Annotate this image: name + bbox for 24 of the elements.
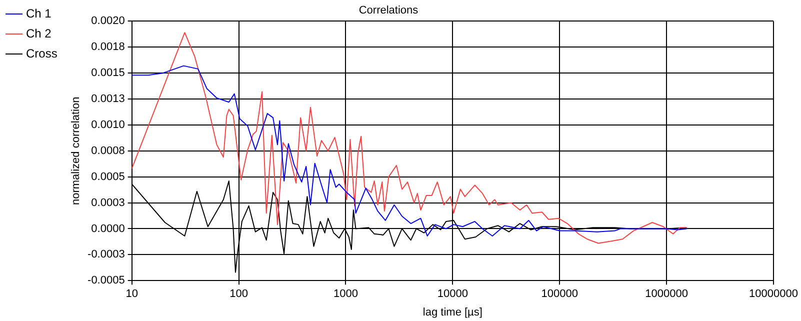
y-tick-label: 0.0015 [91,67,125,80]
y-tick-label: 0.0003 [91,196,125,209]
y-tick-label: 0.0000 [91,222,125,235]
x-tick-label: 100 [230,288,248,300]
x-axis-title: lag time [µs] [422,306,482,318]
chart-title: Correlations [358,4,419,17]
x-tick-label: 1000 [333,288,358,300]
legend-label: Ch 2 [26,26,52,40]
x-tick-label: 10000000 [749,288,798,300]
y-axis-title: normalized correlation [70,96,82,206]
legend-label: Cross [26,46,58,60]
y-tick-label: -0.0003 [88,248,125,261]
y-tick-label: 0.0013 [91,93,125,106]
y-tick-label: 0.0008 [91,144,125,157]
y-tick-label: 0.0018 [91,41,125,54]
legend-label: Ch 1 [26,6,52,20]
y-tick-label: -0.0005 [88,274,125,287]
x-tick-label: 100000 [541,288,578,300]
x-tick-label: 10 [126,288,138,300]
x-tick-label: 1000000 [645,288,688,300]
y-tick-label: 0.0010 [91,118,125,131]
y-tick-label: 0.0005 [91,170,125,183]
x-tick-label: 10000 [437,288,468,300]
y-tick-label: 0.0020 [91,15,125,28]
